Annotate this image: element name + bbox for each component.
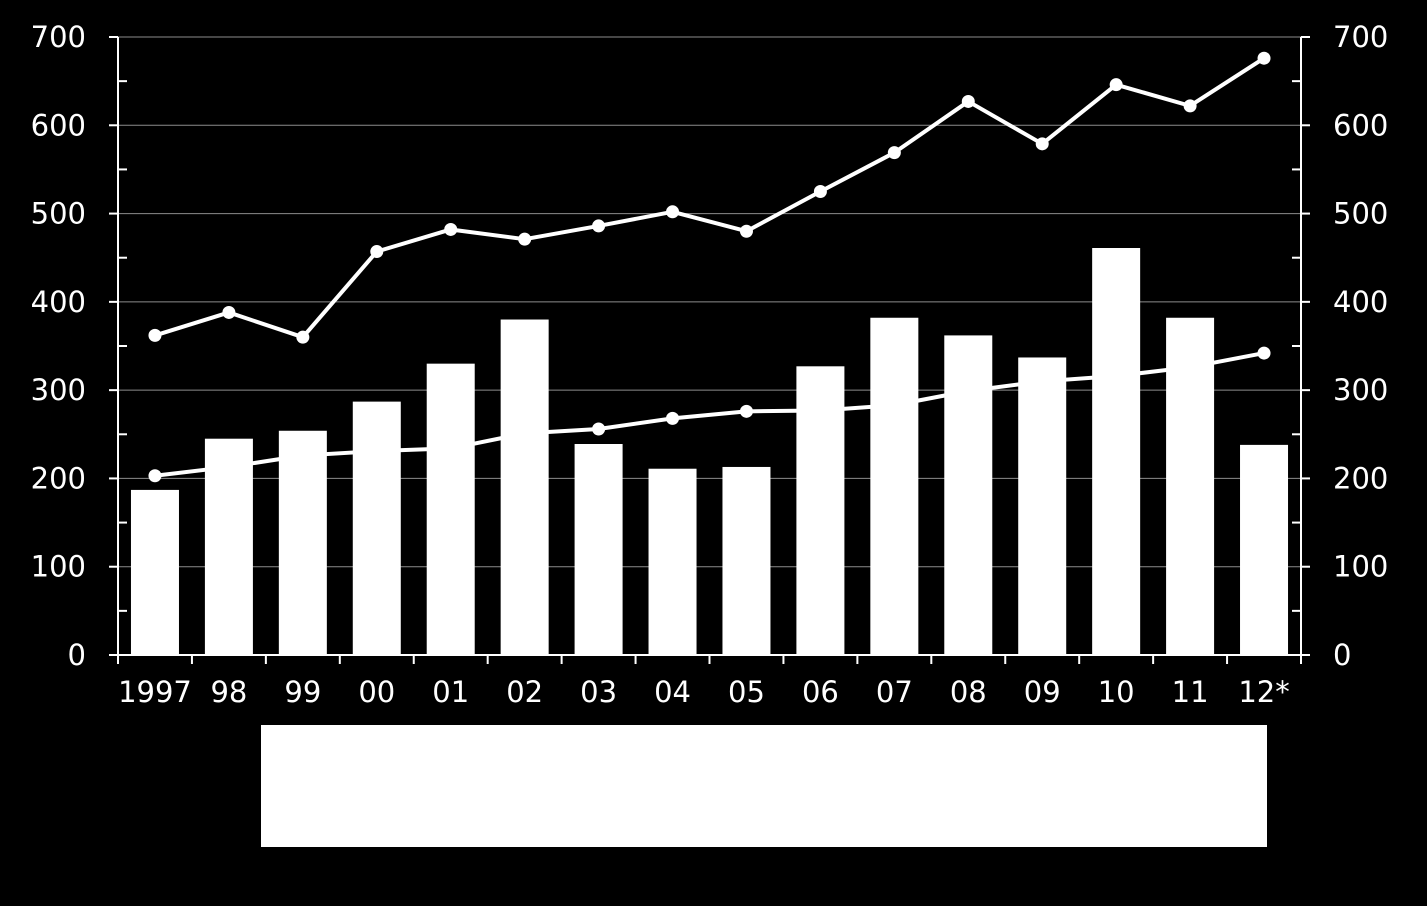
x-tick-label: 06 (802, 675, 839, 709)
x-tick-label: 02 (506, 675, 543, 709)
x-tick-label: 00 (358, 675, 395, 709)
y-tick-label-left: 400 (31, 285, 86, 319)
line-marker (1109, 78, 1123, 92)
y-tick-label-right: 700 (1333, 20, 1388, 54)
x-tick-label: 01 (432, 675, 469, 709)
line-marker (222, 305, 236, 319)
bar (278, 430, 327, 655)
y-tick-label-left: 300 (31, 373, 86, 407)
bar (352, 401, 401, 655)
line-marker (1183, 360, 1197, 374)
x-tick-label: 98 (210, 675, 247, 709)
x-tick-label: 09 (1024, 675, 1061, 709)
line-marker (518, 232, 532, 246)
y-tick-label-right: 500 (1333, 197, 1388, 231)
line-marker (739, 404, 753, 418)
bar (1166, 317, 1215, 655)
x-tick-label: 1997 (118, 675, 192, 709)
legend-box (261, 725, 1267, 847)
x-tick-label: 11 (1172, 675, 1209, 709)
series-line (154, 56, 1266, 340)
line-marker (813, 403, 827, 417)
line-marker (1035, 374, 1049, 388)
line-marker (518, 426, 532, 440)
line-marker (961, 94, 975, 108)
line-marker (1035, 137, 1049, 151)
line-marker (666, 411, 680, 425)
line-marker (1109, 369, 1123, 383)
line-marker (1257, 51, 1271, 65)
x-tick-label: 99 (284, 675, 321, 709)
line-marker (592, 422, 606, 436)
line-series (148, 51, 1271, 483)
bar (500, 319, 549, 655)
bar (130, 489, 179, 655)
x-tick-label: 07 (876, 675, 913, 709)
line-marker (592, 219, 606, 233)
y-tick-label-right: 200 (1333, 461, 1388, 495)
y-tick-label-left: 700 (31, 20, 86, 54)
bar (204, 438, 253, 655)
y-tick-label-left: 0 (68, 638, 86, 672)
bar (574, 443, 623, 655)
line-marker (296, 330, 310, 344)
y-tick-label-left: 100 (31, 550, 86, 584)
x-tick-label: 03 (580, 675, 617, 709)
y-tick-label-left: 500 (31, 197, 86, 231)
y-tick-label-right: 400 (1333, 285, 1388, 319)
bar (1092, 248, 1141, 655)
bar (1018, 357, 1067, 655)
bar (722, 466, 771, 655)
bar (870, 317, 919, 655)
line-marker (666, 205, 680, 219)
y-tick-label-right: 0 (1333, 638, 1351, 672)
bar (1240, 444, 1289, 655)
line-marker (148, 328, 162, 342)
line-marker (148, 469, 162, 483)
line-marker (1257, 346, 1271, 360)
line-marker (739, 224, 753, 238)
axes (109, 36, 1310, 664)
line-marker (887, 398, 901, 412)
y-tick-label-right: 100 (1333, 550, 1388, 584)
x-tick-label: 05 (728, 675, 765, 709)
bar (426, 363, 475, 655)
bar (648, 468, 697, 655)
line-marker (444, 222, 458, 236)
line-marker (961, 384, 975, 398)
bar (944, 335, 993, 655)
y-tick-label-left: 600 (31, 108, 86, 142)
x-tick-label: 12* (1238, 675, 1289, 709)
bar-series (130, 248, 1289, 655)
line-marker (887, 146, 901, 160)
y-tick-label-left: 200 (31, 461, 86, 495)
y-tick-label-right: 600 (1333, 108, 1388, 142)
x-tick-label: 10 (1098, 675, 1135, 709)
x-tick-label: 04 (654, 675, 691, 709)
x-tick-label: 08 (950, 675, 987, 709)
y-tick-label-right: 300 (1333, 373, 1388, 407)
line-marker (296, 448, 310, 462)
line-marker (370, 444, 384, 458)
line-marker (222, 460, 236, 474)
line-marker (813, 185, 827, 198)
line-marker (370, 245, 384, 259)
line-marker (1183, 99, 1197, 113)
series-line (154, 351, 1265, 478)
line-marker (444, 441, 458, 455)
